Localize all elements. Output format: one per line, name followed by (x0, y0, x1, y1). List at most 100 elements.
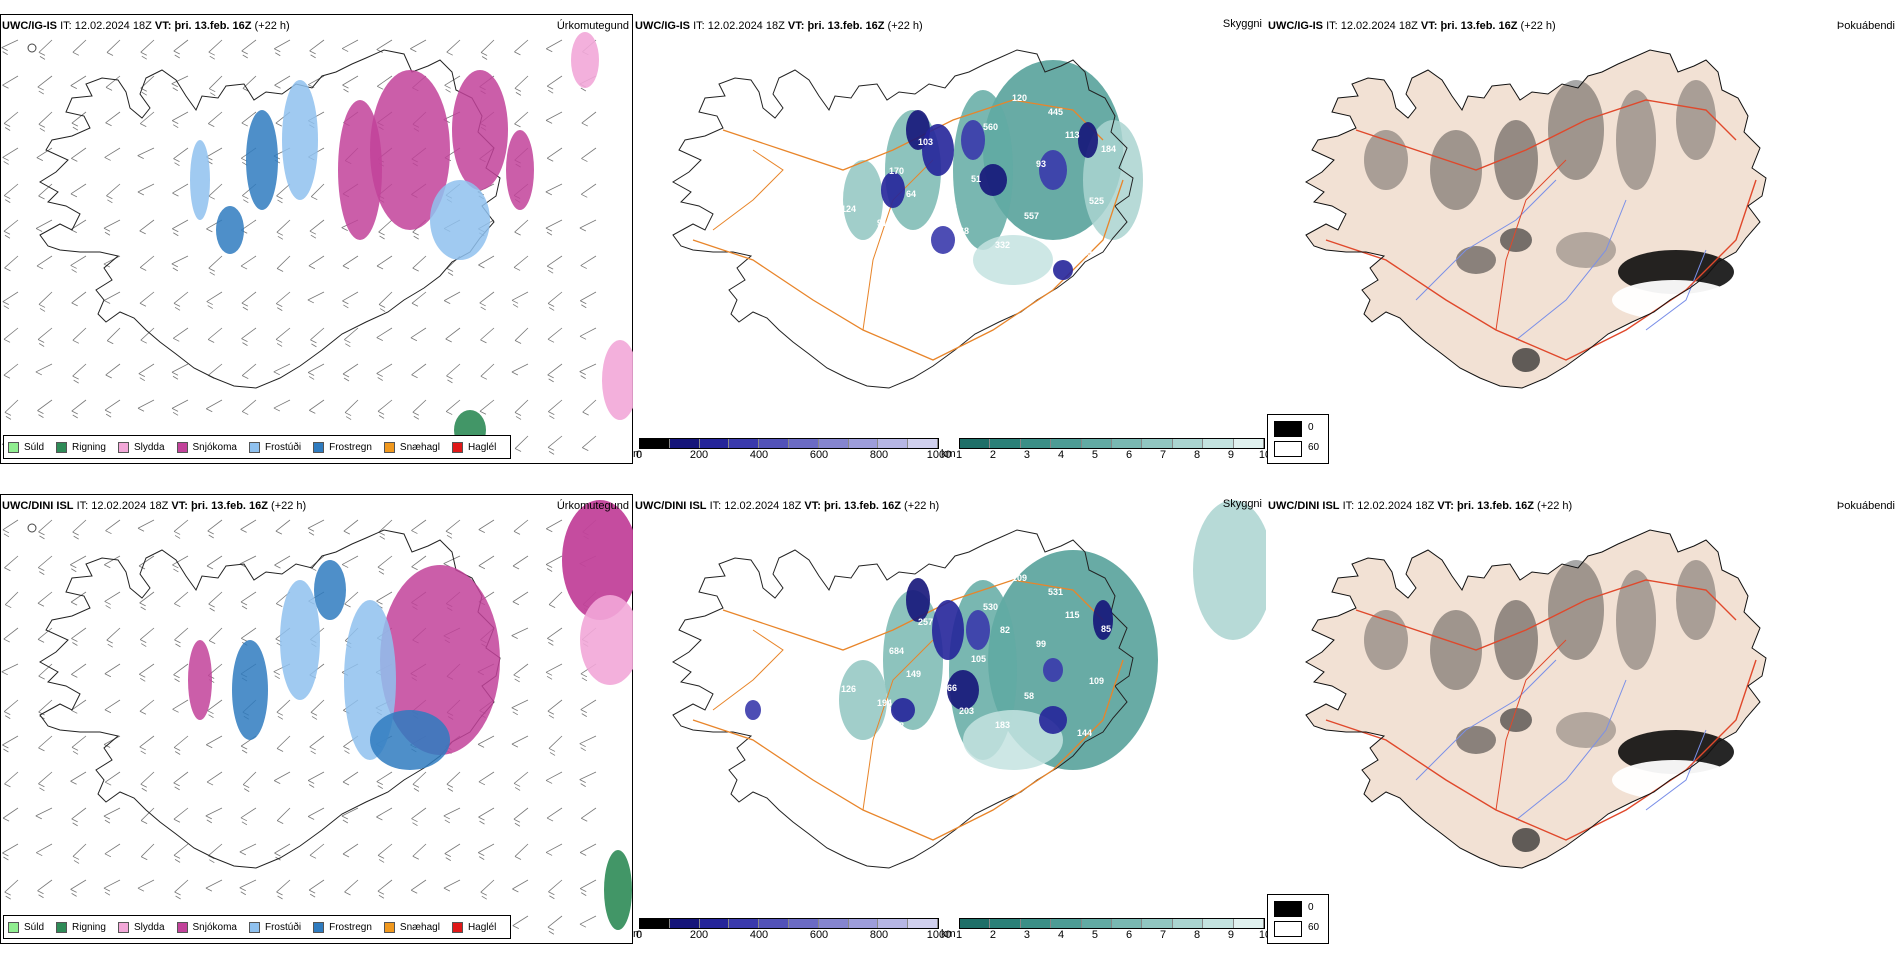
colorbar-tick: 800 (869, 929, 889, 941)
legend-item-2: Slydda (117, 441, 165, 453)
legend-swatch (8, 921, 19, 933)
colorbar-cell (1112, 439, 1143, 448)
colorbar-cell (960, 919, 991, 928)
fog-shading (1364, 560, 1736, 852)
cloud-base-label: 88 (894, 721, 904, 731)
iceland-outline (672, 49, 1134, 389)
cloud-base-label: 194 (877, 698, 892, 708)
cloud-base-label: 525 (1089, 196, 1104, 206)
colorbar-tick: 9 (1227, 449, 1235, 461)
colorbar-tick: 4 (1057, 449, 1065, 461)
colorbar-tick: 6 (1125, 449, 1133, 461)
legend-label: Rigning (72, 441, 106, 453)
cloud-base-label: 105 (971, 654, 986, 664)
cloud-base-label: 82 (1000, 625, 1010, 635)
cloud-base-label: 684 (889, 646, 904, 656)
cloud-base-label: 91 (877, 218, 887, 228)
colorbar-tick: 1 (955, 449, 963, 461)
colorbar-cell (818, 439, 849, 448)
iceland-outline (672, 529, 1134, 869)
colorbar-tick: 7 (1159, 929, 1167, 941)
cloud-base-label: 560 (983, 122, 998, 132)
cloud-base-label: 145 (788, 167, 803, 177)
cloud-base-areas (745, 578, 1113, 734)
legend-swatch (176, 921, 188, 933)
cloud-base-label: 68 (959, 226, 969, 236)
panel-kind-label: Skyggni (1222, 498, 1262, 510)
cloud-base-label: 97 (853, 152, 863, 162)
map-frame (0, 14, 633, 464)
cloud-base-colorbar: 0 200 400 600 800 1000 (636, 438, 951, 461)
iceland-outline (39, 529, 501, 869)
fog-key-label-60: 60 (1308, 922, 1320, 933)
cloud-base-label: 408 (783, 572, 798, 582)
visibility-unit: km (941, 448, 956, 460)
legend-item-1: Rigning (56, 441, 106, 453)
colorbar-tick: 3 (1023, 449, 1031, 461)
visibility-colorbar: 1 2 3 4 5 6 7 8 9 10 (956, 918, 1271, 941)
colorbar-cell (640, 439, 670, 448)
cloud-base-label: 75 (853, 632, 863, 642)
cloud-base-label: 58 (1024, 691, 1034, 701)
colorbar-tick: 9 (1227, 929, 1235, 941)
colorbar-cells (639, 918, 939, 929)
colorbar-tick: 8 (1193, 449, 1201, 461)
cloud-base-label: 108 (947, 108, 962, 118)
colorbar-ticks: 1 2 3 4 5 6 7 8 9 10 (956, 929, 1271, 941)
precip-areas (27, 500, 633, 930)
legend-label: Frostúði (264, 441, 302, 453)
panel-title: UWC/IG-IS IT: 12.02.2024 18Z VT: þri. 13… (1268, 20, 1556, 32)
cloud-base-label: 203 (959, 706, 974, 716)
colorbar-cell (1203, 439, 1234, 448)
colorbar-cell (1172, 919, 1204, 928)
fog-key-label-60: 60 (1308, 442, 1320, 453)
legend-swatch (117, 921, 129, 933)
legend-swatch (383, 441, 395, 453)
colorbar-cell (908, 439, 938, 448)
fog-key-bottom: 0 60 (1267, 894, 1329, 944)
legend-item-5: Frostregn (313, 921, 372, 933)
cloud-base-label: 51 (971, 174, 981, 184)
precip-areas (27, 32, 633, 450)
cloud-base-label: 99 (800, 595, 810, 605)
cloud-base-label: 113 (947, 588, 962, 598)
precip-map-bottom (1, 500, 633, 936)
colorbar-tick: 600 (809, 449, 829, 461)
colorbar-tick: 800 (869, 449, 889, 461)
colorbar-tick: 200 (689, 449, 709, 461)
legend-label: Haglél (467, 441, 497, 453)
cloud-base-label: 531 (1048, 587, 1063, 597)
fog-panel-top: UWC/IG-IS IT: 12.02.2024 18Z VT: þri. 13… (1266, 0, 1899, 475)
colorbar-cell (1233, 439, 1265, 448)
colorbar-tick: 6 (1125, 929, 1133, 941)
legend-swatch (176, 441, 188, 453)
colorbar-tick: 2 (989, 929, 997, 941)
panel-title: UWC/DINI ISL IT: 12.02.2024 18Z VT: þri.… (2, 500, 307, 512)
panel-title: UWC/IG-IS IT: 12.02.2024 18Z VT: þri. 13… (635, 20, 923, 32)
map-frame (0, 494, 633, 944)
colorbar-cell (848, 439, 879, 448)
cloud-base-label: 93 (1036, 159, 1046, 169)
legend-swatch (56, 921, 68, 933)
legend-item-0: Súld (8, 921, 44, 933)
colorbar-tick: 2 (989, 449, 997, 461)
cloud-base-label: 113 (1065, 130, 1080, 140)
cloud-base-label: 85 (1101, 624, 1111, 634)
cloud-base-label: 96 (800, 115, 810, 125)
road-network (1325, 99, 1757, 361)
cloud-base-label: 183 (995, 720, 1010, 730)
legend-swatch (248, 441, 260, 453)
legend-item-3: Snjókoma (176, 921, 237, 933)
cloud-panel-bottom: 408 416 684 266 183 531 85 502 194 99 530 99 109 178 1… (633, 480, 1271, 955)
legend-swatch (117, 441, 129, 453)
cloud-base-label: 266 (942, 683, 957, 693)
colorbar-tick: 1000 (926, 449, 952, 461)
cloud-base-label: 149 (906, 669, 921, 679)
fog-map-top (1305, 49, 1767, 389)
colorbar-cell (788, 919, 819, 928)
legend-label: Frostúði (264, 921, 302, 933)
panel-title: UWC/DINI ISL IT: 12.02.2024 18Z VT: þri.… (635, 500, 940, 512)
colorbar-tick: 400 (749, 449, 769, 461)
fog-key-label-0: 0 (1308, 422, 1314, 433)
legend-label: Súld (24, 441, 45, 453)
